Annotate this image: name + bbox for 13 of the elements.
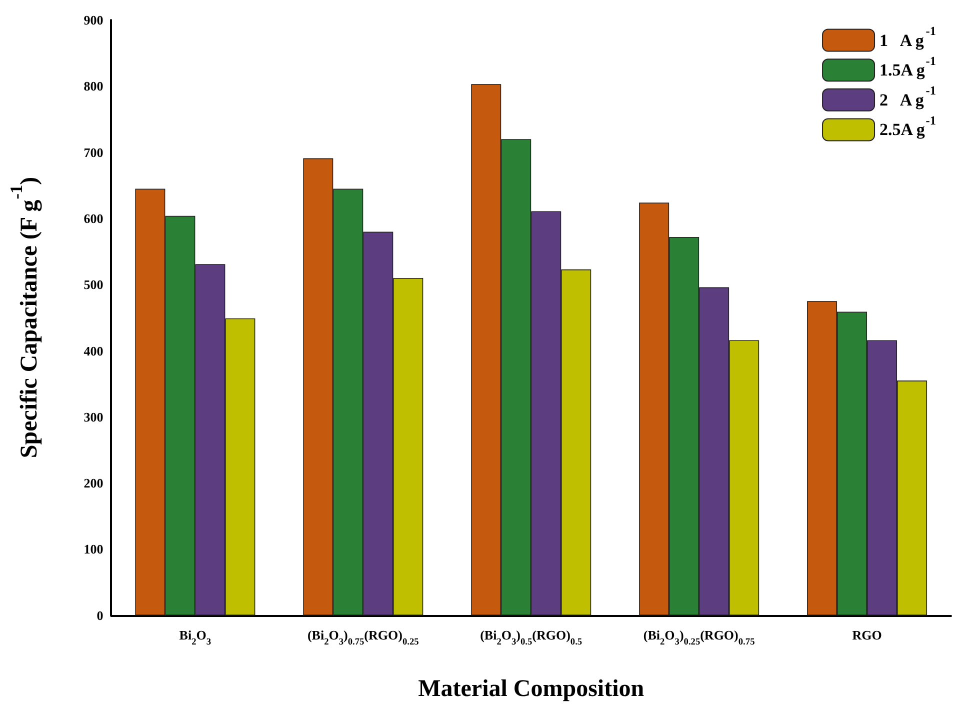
x-tick-label: RGO: [852, 628, 882, 643]
y-tick-label: 300: [84, 409, 104, 424]
y-tick-label: 0: [96, 608, 104, 623]
y-tick-label: 600: [84, 210, 104, 226]
y-tick-label: 400: [84, 343, 104, 358]
y-tick-label: 800: [84, 78, 104, 94]
y-tick-label: 100: [84, 542, 104, 557]
y-tick-label: 200: [84, 476, 104, 491]
y-tick-label: 900: [84, 12, 104, 28]
y-axis-title: Specific Capacitance (F g-1): [7, 176, 43, 458]
y-tick-label: 700: [84, 144, 104, 160]
x-axis-title: Material Composition: [418, 676, 644, 702]
y-tick-label: 500: [84, 277, 104, 292]
